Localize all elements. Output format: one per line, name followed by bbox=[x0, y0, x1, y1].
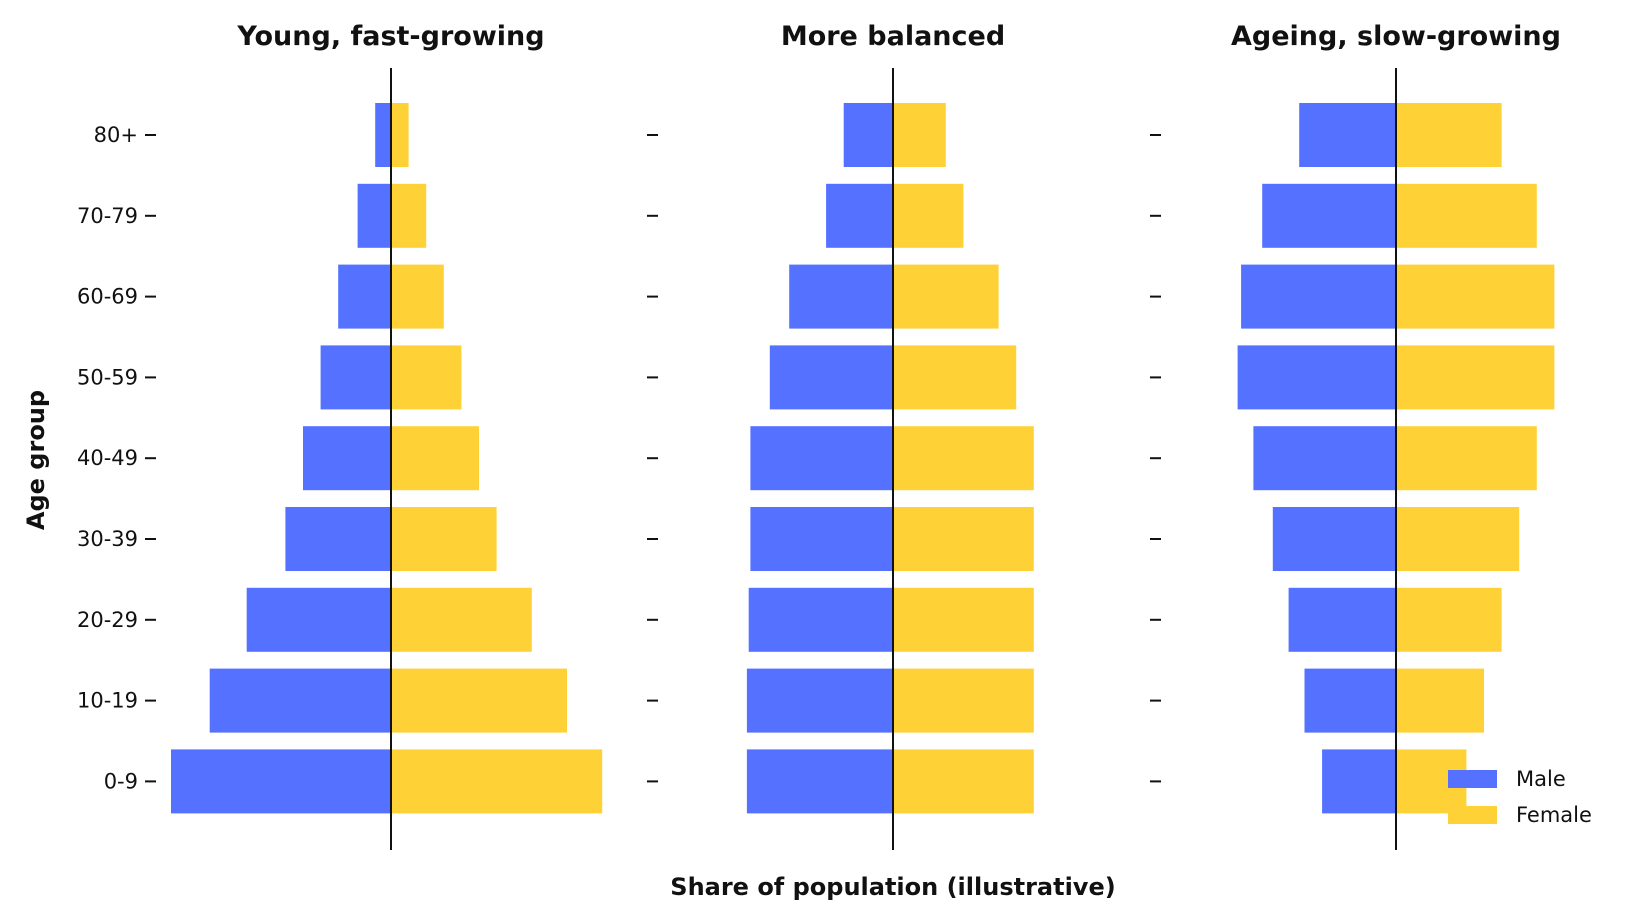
bar-female-70-79 bbox=[893, 183, 964, 248]
bar-female-80+ bbox=[1396, 103, 1502, 167]
bar-female-40-49 bbox=[893, 426, 1034, 491]
panel-3: Ageing, slow-growing bbox=[1150, 21, 1561, 850]
bar-female-40-49 bbox=[1396, 426, 1537, 491]
bar-male-70-79 bbox=[1262, 183, 1396, 248]
bar-female-80+ bbox=[893, 103, 946, 167]
bar-female-0-9 bbox=[391, 749, 603, 814]
bar-female-20-29 bbox=[391, 587, 532, 652]
bar-female-20-29 bbox=[1396, 587, 1502, 652]
bar-male-0-9 bbox=[171, 749, 391, 814]
bar-female-20-29 bbox=[893, 587, 1034, 652]
bar-male-50-59 bbox=[1237, 345, 1396, 410]
bar-male-30-39 bbox=[285, 507, 391, 571]
bar-female-50-59 bbox=[1396, 345, 1555, 410]
panel-2: More balanced bbox=[647, 21, 1034, 850]
bar-male-60-69 bbox=[789, 264, 893, 329]
panel-title: More balanced bbox=[781, 21, 1005, 52]
bar-female-30-39 bbox=[391, 507, 497, 571]
bar-male-70-79 bbox=[826, 183, 893, 248]
legend-label-female: Female bbox=[1516, 803, 1592, 827]
bar-male-60-69 bbox=[1241, 264, 1396, 329]
y-tick-label: 10-19 bbox=[77, 689, 138, 713]
bar-male-50-59 bbox=[320, 345, 391, 410]
bar-male-0-9 bbox=[746, 749, 893, 814]
bar-female-10-19 bbox=[1396, 668, 1484, 733]
y-tick-label: 80+ bbox=[94, 123, 138, 147]
bar-female-50-59 bbox=[391, 345, 462, 410]
y-tick-label: 0-9 bbox=[104, 769, 138, 793]
bar-female-30-39 bbox=[1396, 507, 1520, 571]
bar-male-70-79 bbox=[357, 183, 391, 248]
bar-male-20-29 bbox=[1288, 587, 1396, 652]
legend: Male Female bbox=[1448, 767, 1592, 827]
legend-label-male: Male bbox=[1516, 767, 1566, 791]
panel-1: Young, fast-growing bbox=[145, 21, 603, 850]
panel-title: Young, fast-growing bbox=[236, 21, 544, 52]
y-tick-label: 50-59 bbox=[77, 365, 138, 389]
bar-female-60-69 bbox=[1396, 264, 1555, 329]
bar-female-80+ bbox=[391, 103, 409, 167]
bar-male-30-39 bbox=[1272, 507, 1396, 571]
bar-male-30-39 bbox=[750, 507, 893, 571]
x-axis-label: Share of population (illustrative) bbox=[670, 873, 1115, 901]
y-tick-label: 30-39 bbox=[77, 527, 138, 551]
bar-female-10-19 bbox=[893, 668, 1034, 733]
bar-male-40-49 bbox=[750, 426, 893, 491]
bar-female-10-19 bbox=[391, 668, 567, 733]
y-axis-ticks: 0-9 10-19 20-29 30-39 40-49 50-59 60-69 70-79 80… bbox=[77, 123, 138, 793]
bar-female-70-79 bbox=[391, 183, 427, 248]
legend-swatch-female bbox=[1448, 806, 1497, 824]
bar-female-60-69 bbox=[893, 264, 999, 329]
bar-male-80+ bbox=[1299, 103, 1396, 167]
panel-title: Ageing, slow-growing bbox=[1231, 21, 1561, 52]
bar-female-0-9 bbox=[893, 749, 1034, 814]
bar-female-50-59 bbox=[893, 345, 1017, 410]
bar-female-40-49 bbox=[391, 426, 479, 491]
y-tick-label: 70-79 bbox=[77, 204, 138, 228]
bar-female-30-39 bbox=[893, 507, 1034, 571]
bar-female-60-69 bbox=[391, 264, 444, 329]
bar-male-60-69 bbox=[338, 264, 391, 329]
bar-male-40-49 bbox=[1253, 426, 1396, 491]
bar-male-50-59 bbox=[769, 345, 893, 410]
bar-male-10-19 bbox=[1304, 668, 1396, 733]
bar-male-0-9 bbox=[1322, 749, 1396, 814]
bar-male-10-19 bbox=[209, 668, 391, 733]
y-tick-label: 60-69 bbox=[77, 285, 138, 309]
bar-female-70-79 bbox=[1396, 183, 1537, 248]
bar-male-20-29 bbox=[246, 587, 391, 652]
bar-male-80+ bbox=[843, 103, 893, 167]
bar-male-20-29 bbox=[748, 587, 893, 652]
bar-male-80+ bbox=[375, 103, 391, 167]
y-axis-label: Age group bbox=[22, 390, 50, 530]
panels-layer: Young, fast-growing More balanced Ageing, … bbox=[145, 21, 1561, 850]
legend-swatch-male bbox=[1448, 770, 1497, 788]
y-tick-label: 40-49 bbox=[77, 446, 138, 470]
bar-male-10-19 bbox=[746, 668, 893, 733]
y-tick-label: 20-29 bbox=[77, 608, 138, 632]
bar-male-40-49 bbox=[303, 426, 391, 491]
